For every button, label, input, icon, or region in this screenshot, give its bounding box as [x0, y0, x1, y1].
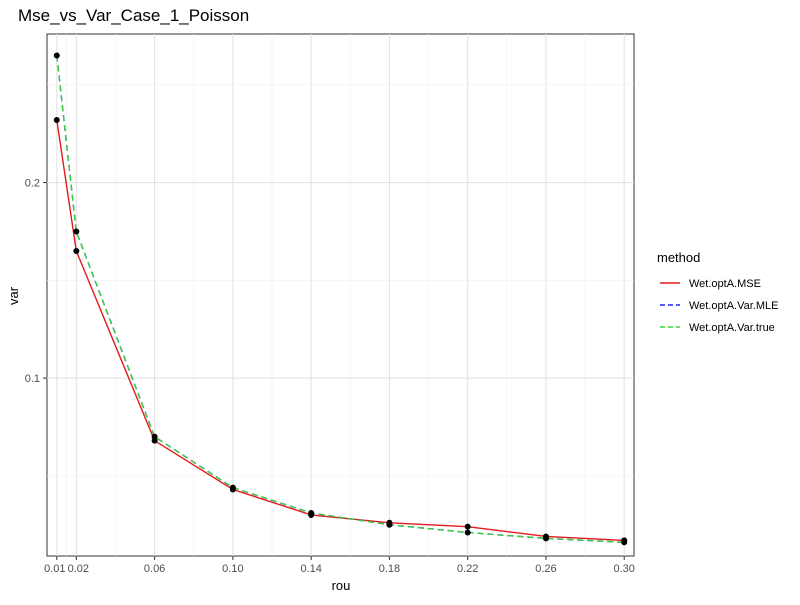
legend: method Wet.optA.MSE Wet.optA.Var.MLE Wet.o… — [657, 250, 778, 334]
legend-title: method — [657, 250, 700, 265]
chart-title: Mse_vs_Var_Case_1_Poisson — [18, 6, 249, 25]
x-tick-label: 0.02 — [68, 563, 89, 575]
data-point — [53, 117, 60, 124]
data-point — [464, 523, 471, 530]
legend-label-3: Wet.optA.Var.true — [689, 322, 775, 334]
x-tick-label: 0.06 — [144, 563, 165, 575]
data-points — [53, 52, 628, 546]
x-tick-label: 0.10 — [222, 563, 243, 575]
x-tick-label: 0.14 — [300, 563, 321, 575]
x-tick-label: 0.22 — [457, 563, 478, 575]
x-axis-label: rou — [332, 578, 351, 593]
data-point — [53, 52, 60, 59]
data-point — [542, 535, 549, 542]
x-tick-label: 0.26 — [535, 563, 556, 575]
x-axis: 0.01 0.02 0.06 0.10 0.14 0.18 0.22 0.26 0.30 — [44, 556, 635, 575]
legend-label-1: Wet.optA.MSE — [689, 278, 761, 290]
y-axis: 0.1 0.2 — [25, 178, 47, 385]
y-tick-label: 0.1 — [25, 373, 40, 385]
x-tick-label: 0.18 — [379, 563, 400, 575]
data-point — [73, 248, 80, 255]
y-axis-label: var — [6, 286, 21, 305]
data-point — [73, 228, 80, 235]
y-tick-label: 0.2 — [25, 178, 40, 190]
data-point — [621, 539, 628, 546]
data-point — [386, 521, 393, 528]
data-point — [151, 433, 158, 440]
legend-label-2: Wet.optA.Var.MLE — [689, 300, 778, 312]
x-tick-label: 0.01 — [44, 563, 65, 575]
x-tick-label: 0.30 — [614, 563, 635, 575]
plot-area — [46, 33, 635, 557]
plot-panel — [46, 33, 635, 557]
data-point — [464, 529, 471, 536]
grid — [47, 34, 634, 556]
data-point — [308, 509, 315, 516]
data-point — [229, 484, 236, 491]
